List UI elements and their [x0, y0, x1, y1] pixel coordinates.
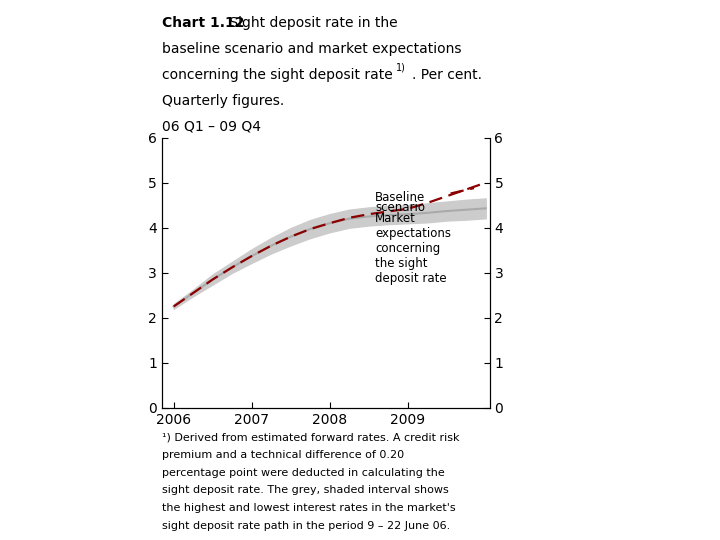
- Text: sight deposit rate path in the period 9 – 22 June 06.: sight deposit rate path in the period 9 …: [162, 521, 450, 531]
- Text: . Per cent.: . Per cent.: [412, 68, 482, 82]
- Text: baseline scenario and market expectations: baseline scenario and market expectation…: [162, 42, 462, 56]
- Text: scenario: scenario: [375, 201, 425, 214]
- Text: ¹) Derived from estimated forward rates. A credit risk: ¹) Derived from estimated forward rates.…: [162, 432, 459, 442]
- Text: premium and a technical difference of 0.20: premium and a technical difference of 0.…: [162, 450, 404, 460]
- Text: Quarterly figures.: Quarterly figures.: [162, 94, 284, 108]
- Text: concerning the sight deposit rate: concerning the sight deposit rate: [162, 68, 392, 82]
- Text: 06 Q1 – 09 Q4: 06 Q1 – 09 Q4: [162, 120, 261, 134]
- Text: Sight deposit rate in the: Sight deposit rate in the: [225, 16, 398, 30]
- Text: 1): 1): [396, 63, 406, 73]
- Text: sight deposit rate. The grey, shaded interval shows: sight deposit rate. The grey, shaded int…: [162, 485, 449, 496]
- Text: Baseline: Baseline: [375, 191, 426, 204]
- Text: Market
expectations
concerning
the sight
deposit rate: Market expectations concerning the sight…: [375, 212, 451, 285]
- Text: percentage point were deducted in calculating the: percentage point were deducted in calcul…: [162, 468, 445, 478]
- Text: Chart 1.12: Chart 1.12: [162, 16, 245, 30]
- Text: the highest and lowest interest rates in the market's: the highest and lowest interest rates in…: [162, 503, 456, 514]
